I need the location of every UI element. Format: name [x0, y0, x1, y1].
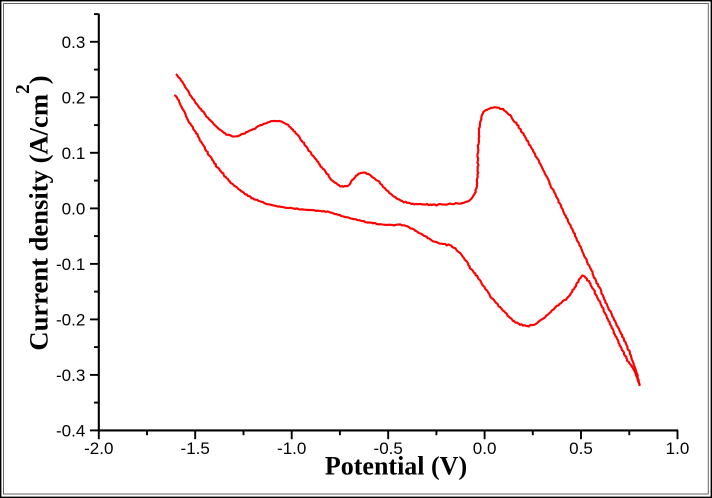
svg-text:-1.5: -1.5 — [181, 439, 210, 458]
svg-text:-1.0: -1.0 — [277, 439, 306, 458]
svg-text:0.0: 0.0 — [62, 200, 86, 219]
svg-text:Potential (V): Potential (V) — [325, 451, 467, 480]
svg-text:0.2: 0.2 — [62, 88, 86, 107]
svg-text:0.0: 0.0 — [473, 439, 497, 458]
svg-text:0.1: 0.1 — [62, 144, 86, 163]
svg-text:-0.3: -0.3 — [56, 366, 85, 385]
svg-text:-0.4: -0.4 — [56, 422, 85, 441]
svg-text:-0.2: -0.2 — [56, 311, 85, 330]
svg-text:0.5: 0.5 — [569, 439, 593, 458]
svg-text:-2.0: -2.0 — [84, 439, 113, 458]
svg-text:0.3: 0.3 — [62, 33, 86, 52]
svg-text:-0.5: -0.5 — [374, 439, 403, 458]
svg-text:-0.1: -0.1 — [56, 255, 85, 274]
svg-text:1.0: 1.0 — [666, 439, 690, 458]
